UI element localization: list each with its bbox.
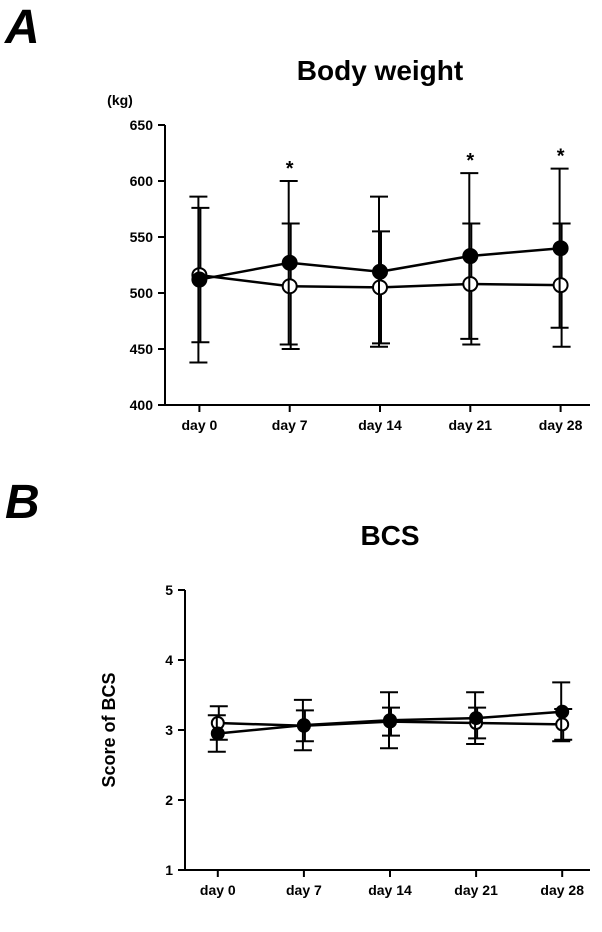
svg-text:500: 500 [130,285,154,301]
svg-text:BCS: BCS [360,520,419,551]
svg-text:450: 450 [130,341,154,357]
svg-text:600: 600 [130,173,154,189]
panel-b-label: B [5,475,40,530]
svg-text:day 21: day 21 [454,882,498,898]
svg-text:day 28: day 28 [539,417,583,433]
svg-text:day 0: day 0 [181,417,217,433]
svg-text:day 21: day 21 [449,417,493,433]
svg-text:*: * [557,146,565,168]
panel-a-label: A [5,0,40,55]
svg-text:4: 4 [165,652,173,668]
svg-text:day 7: day 7 [272,417,308,433]
svg-text:day 7: day 7 [286,882,322,898]
svg-text:Body weight: Body weight [297,55,463,86]
svg-text:2: 2 [165,792,173,808]
svg-text:1: 1 [165,862,173,878]
svg-text:5: 5 [165,582,173,598]
panel-b-chart: BCS Score of BCS 1 2 3 4 5 day 0 day 7 day 14 day … [50,510,590,920]
svg-text:*: * [286,158,294,180]
svg-text:550: 550 [130,229,154,245]
svg-text:Score of BCS: Score of BCS [99,672,119,787]
svg-text:day 14: day 14 [368,882,412,898]
svg-text:400: 400 [130,397,154,413]
svg-text:*: * [466,150,474,172]
svg-text:day 28: day 28 [540,882,584,898]
svg-text:day 14: day 14 [358,417,402,433]
svg-text:650: 650 [130,117,154,133]
svg-text:day 0: day 0 [200,882,236,898]
svg-text:3: 3 [165,722,173,738]
panel-a-chart: Body weight (kg) 400 450 500 550 600 650 day 0 da… [50,30,590,450]
svg-text:(kg): (kg) [107,92,133,108]
